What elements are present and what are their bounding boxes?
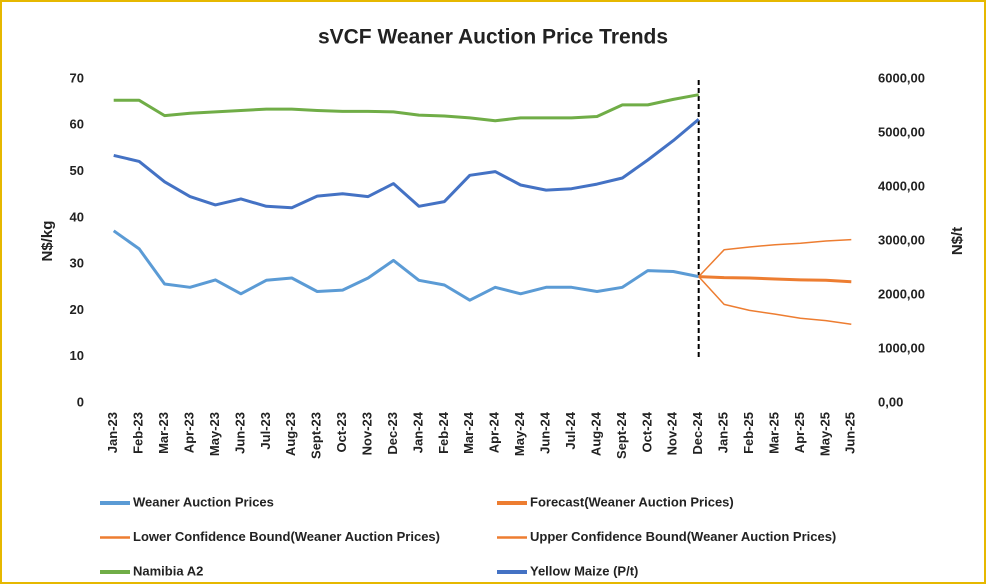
series-line: [698, 238, 852, 278]
y-tick-label: 70: [70, 70, 84, 85]
y2-tick-label: 6000,00: [878, 70, 925, 85]
x-tick-label: Dec-24: [690, 411, 705, 454]
x-tick-label: Mar-24: [461, 411, 476, 454]
x-tick-label: May-24: [512, 411, 527, 456]
y2-tick-label: 5000,00: [878, 124, 925, 139]
x-tick-label: Jan-25: [716, 412, 731, 453]
series-line: [113, 93, 699, 123]
x-tick-label: Jan-24: [410, 411, 425, 453]
legend-label: Lower Confidence Bound(Weaner Auction Pr…: [133, 529, 440, 544]
x-tick-label: Aug-23: [283, 412, 298, 456]
x-tick-label: May-23: [207, 412, 222, 456]
x-tick-label: Sept-23: [309, 412, 324, 459]
x-tick-label: Apr-24: [487, 411, 502, 453]
y-tick-label: 30: [70, 256, 84, 271]
y-tick-label: 40: [70, 209, 84, 224]
x-tick-label: Nov-24: [665, 411, 680, 455]
x-tick-label: Mar-25: [766, 412, 781, 454]
x-tick-label: Feb-23: [131, 412, 146, 454]
x-tick-label: Jun-25: [843, 412, 858, 454]
x-tick-label: Nov-23: [359, 412, 374, 455]
x-tick-label: Apr-23: [181, 412, 196, 453]
y-tick-label: 10: [70, 348, 84, 363]
y2-axis-label: N$/t: [949, 227, 966, 255]
x-tick-label: Jun-24: [538, 411, 553, 454]
x-tick-label: Feb-25: [741, 412, 756, 454]
x-tick-label: Dec-23: [385, 412, 400, 455]
series-line: [698, 275, 852, 284]
series-line: [113, 118, 700, 210]
x-tick-label: Aug-24: [588, 411, 603, 456]
legend-label: Yellow Maize (P/t): [530, 563, 638, 578]
x-tick-label: Jan-23: [105, 412, 120, 453]
y2-tick-label: 3000,00: [878, 232, 925, 247]
y-tick-label: 50: [70, 163, 84, 178]
x-tick-label: Mar-23: [156, 412, 171, 454]
legend-label: Namibia A2: [133, 563, 203, 578]
x-tick-label: Jul-24: [563, 411, 578, 449]
y2-tick-label: 1000,00: [878, 340, 925, 355]
x-tick-label: May-25: [817, 412, 832, 456]
y-axis-label: N$/kg: [39, 221, 56, 262]
legend-label: Forecast(Weaner Auction Prices): [530, 494, 734, 509]
y-tick-label: 0: [77, 394, 84, 409]
x-tick-label: Jun-23: [232, 412, 247, 454]
y-tick-label: 60: [70, 117, 84, 132]
x-tick-label: Sept-24: [614, 411, 629, 459]
y2-tick-label: 2000,00: [878, 286, 925, 301]
x-tick-label: Oct-24: [639, 411, 654, 452]
series-line: [698, 276, 852, 326]
y-tick-label: 20: [70, 302, 84, 317]
chart-title: sVCF Weaner Auction Price Trends: [318, 26, 668, 49]
x-tick-label: Jul-23: [258, 412, 273, 450]
x-tick-label: Apr-25: [792, 412, 807, 453]
x-tick-label: Feb-24: [436, 411, 451, 454]
legend-label: Upper Confidence Bound(Weaner Auction Pr…: [530, 529, 836, 544]
y2-tick-label: 0,00: [878, 394, 903, 409]
x-tick-label: Oct-23: [334, 412, 349, 452]
series-line: [112, 229, 699, 302]
y2-tick-label: 4000,00: [878, 178, 925, 193]
legend-label: Weaner Auction Prices: [133, 494, 274, 509]
